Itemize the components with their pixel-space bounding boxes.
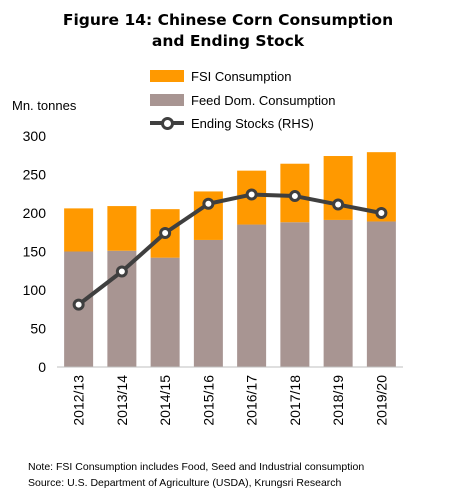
point-ending-stocks xyxy=(332,198,345,211)
y-tick-label: 100 xyxy=(23,282,47,298)
point-ending-stocks xyxy=(288,190,301,203)
y-tick-label: 50 xyxy=(30,321,46,337)
x-tick-label: 2013/14 xyxy=(114,375,130,426)
legend-swatch-feed xyxy=(150,94,184,106)
x-tick-label: 2016/17 xyxy=(244,375,260,426)
legend-item-fsi: FSI Consumption xyxy=(150,67,291,85)
x-tick-label: 2017/18 xyxy=(287,375,303,426)
x-tick-label: 2015/16 xyxy=(200,375,216,426)
point-ending-stocks xyxy=(202,197,215,210)
y-tick-label: 0 xyxy=(38,359,46,375)
x-tick-label: 2018/19 xyxy=(330,375,346,426)
source-note: Source: U.S. Department of Agriculture (… xyxy=(28,477,342,489)
y-axis-unit-label: Mn. tonnes xyxy=(12,98,77,113)
bar-feed xyxy=(193,239,223,367)
y-tick-label: 300 xyxy=(23,128,47,144)
legend-swatch-fsi xyxy=(150,70,184,82)
point-ending-stocks xyxy=(245,188,258,201)
legend-line-stocks xyxy=(150,116,184,130)
legend-item-feed: Feed Dom. Consumption xyxy=(150,91,336,109)
legend-label-stocks: Ending Stocks (RHS) xyxy=(191,115,314,131)
bar-fsi xyxy=(64,208,94,252)
point-ending-stocks xyxy=(159,227,172,240)
legend-label-fsi: FSI Consumption xyxy=(191,68,292,84)
chart-title: Figure 14: Chinese Corn Consumption and … xyxy=(0,10,456,52)
point-ending-stocks xyxy=(115,265,128,278)
y-tick-label: 250 xyxy=(23,167,47,183)
x-tick-label: 2012/13 xyxy=(71,375,87,426)
title-line-1: Figure 14: Chinese Corn Consumption xyxy=(62,11,394,29)
legend-item-stocks: Ending Stocks (RHS) xyxy=(150,114,314,132)
line-ending-stocks xyxy=(77,192,382,307)
bar-feed xyxy=(280,222,310,367)
y-tick-label: 200 xyxy=(23,205,47,221)
bar-feed xyxy=(237,224,267,367)
bar-feed xyxy=(150,257,180,367)
bar-feed xyxy=(366,221,396,367)
bar-fsi xyxy=(107,206,137,251)
point-ending-stocks xyxy=(375,207,388,219)
legend-label-feed: Feed Dom. Consumption xyxy=(191,92,336,108)
point-ending-stocks xyxy=(72,298,85,311)
x-tick-label: 2019/20 xyxy=(373,375,389,426)
bar-feed xyxy=(323,219,353,367)
x-tick-label: 2014/15 xyxy=(157,375,173,426)
title-line-2: and Ending Stock xyxy=(151,32,305,50)
footnote: Note: FSI Consumption includes Food, See… xyxy=(28,461,365,473)
y-tick-label: 150 xyxy=(23,244,47,260)
